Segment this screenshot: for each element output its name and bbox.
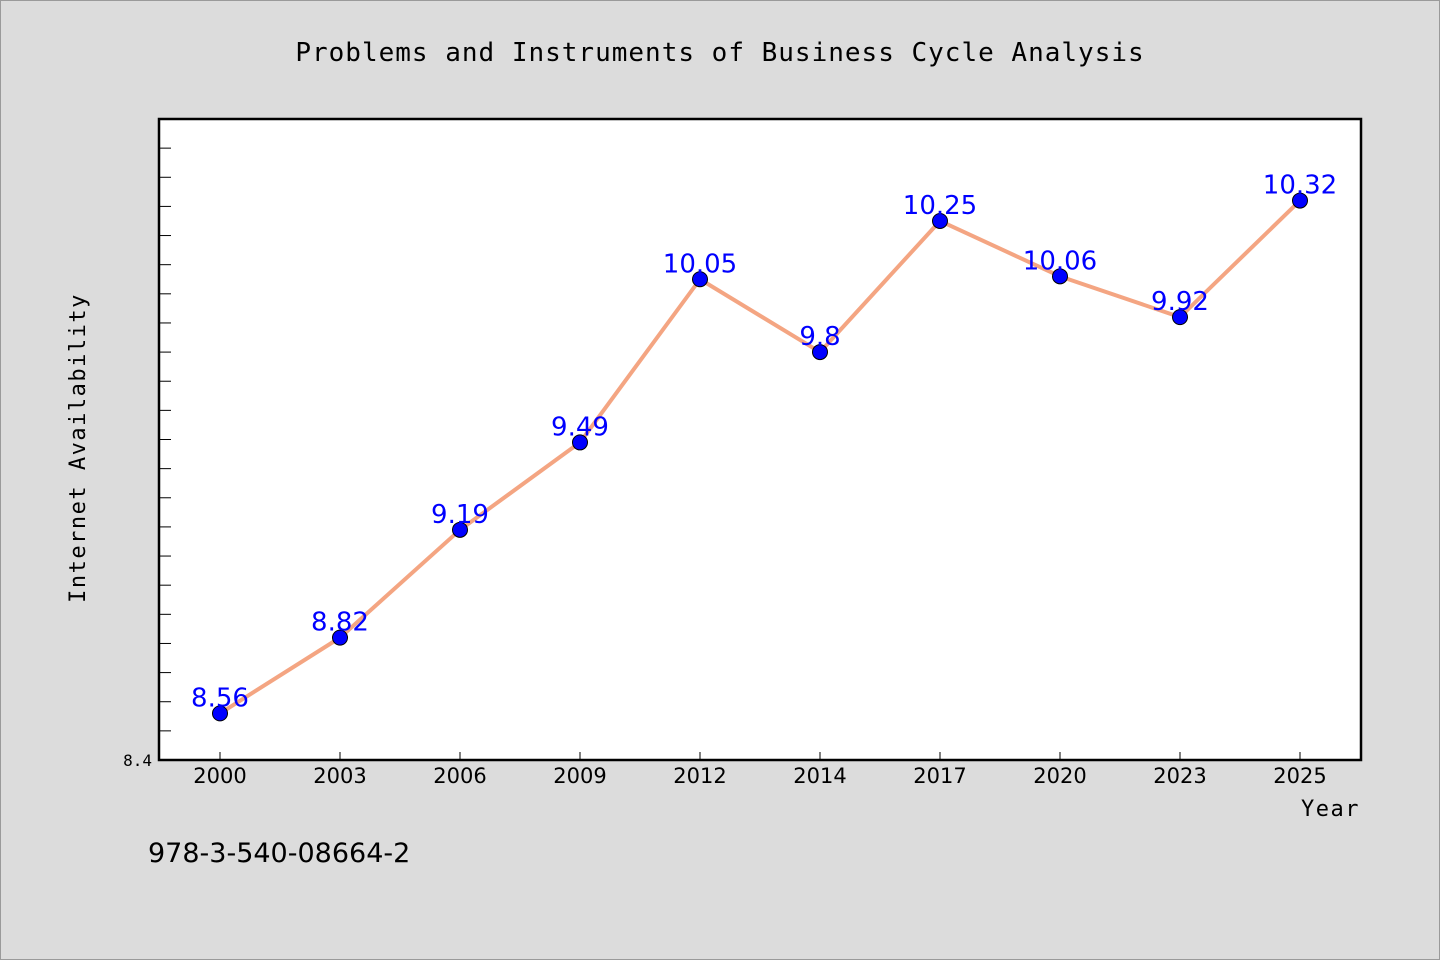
data-label: 10.25 (903, 191, 977, 221)
data-point (692, 271, 708, 288)
x-axis-label: Year (1301, 797, 1360, 822)
series-polyline (218, 199, 1302, 716)
data-label: 9.8 (799, 322, 840, 352)
x-tick-label: 2017 (913, 764, 966, 788)
footnote: 978-3-540-08664-2 (148, 838, 410, 869)
series-markers (212, 192, 1308, 722)
data-point (452, 521, 468, 538)
series-line (218, 199, 1302, 716)
data-label: 8.56 (191, 683, 249, 713)
x-tick-label: 2023 (1153, 764, 1206, 788)
x-tick-label: 2025 (1273, 764, 1326, 788)
y-tick-label: 8.4 (123, 751, 152, 770)
x-tick-label: 2020 (1033, 764, 1086, 788)
y-axis-label: Internet Availability (66, 293, 91, 603)
x-tick-label: 2012 (673, 764, 726, 788)
chart-title: Problems and Instruments of Business Cyc… (295, 38, 1144, 68)
data-label: 9.92 (1151, 287, 1209, 317)
data-label: 8.82 (311, 608, 369, 638)
x-tick-label: 2000 (193, 764, 246, 788)
data-label: 10.06 (1023, 246, 1097, 276)
data-point (932, 212, 948, 229)
data-label: 10.05 (663, 249, 737, 279)
data-point (572, 434, 588, 451)
data-point (1172, 309, 1188, 326)
x-tick-label: 2003 (313, 764, 366, 788)
data-point (812, 344, 828, 361)
x-tick-label: 2006 (433, 764, 486, 788)
data-label: 9.19 (431, 500, 489, 530)
y-axis-ticks (159, 118, 171, 761)
data-point (212, 705, 228, 722)
x-tick-label: 2014 (793, 764, 846, 788)
x-tick-label: 2009 (553, 764, 606, 788)
plot-area (157, 117, 1363, 762)
data-label: 9.49 (551, 412, 609, 442)
x-axis-ticks: 2000 2003 2006 2009 2012 2014 2017 2020 2023 2025 (193, 752, 1327, 788)
data-labels: 8.56 8.82 9.19 9.49 10.05 9.8 10.25 10.06 9.92 10… (191, 171, 1337, 714)
data-point (1292, 192, 1308, 209)
data-point (332, 629, 348, 646)
data-point (1052, 268, 1068, 285)
data-label: 10.32 (1263, 171, 1337, 201)
